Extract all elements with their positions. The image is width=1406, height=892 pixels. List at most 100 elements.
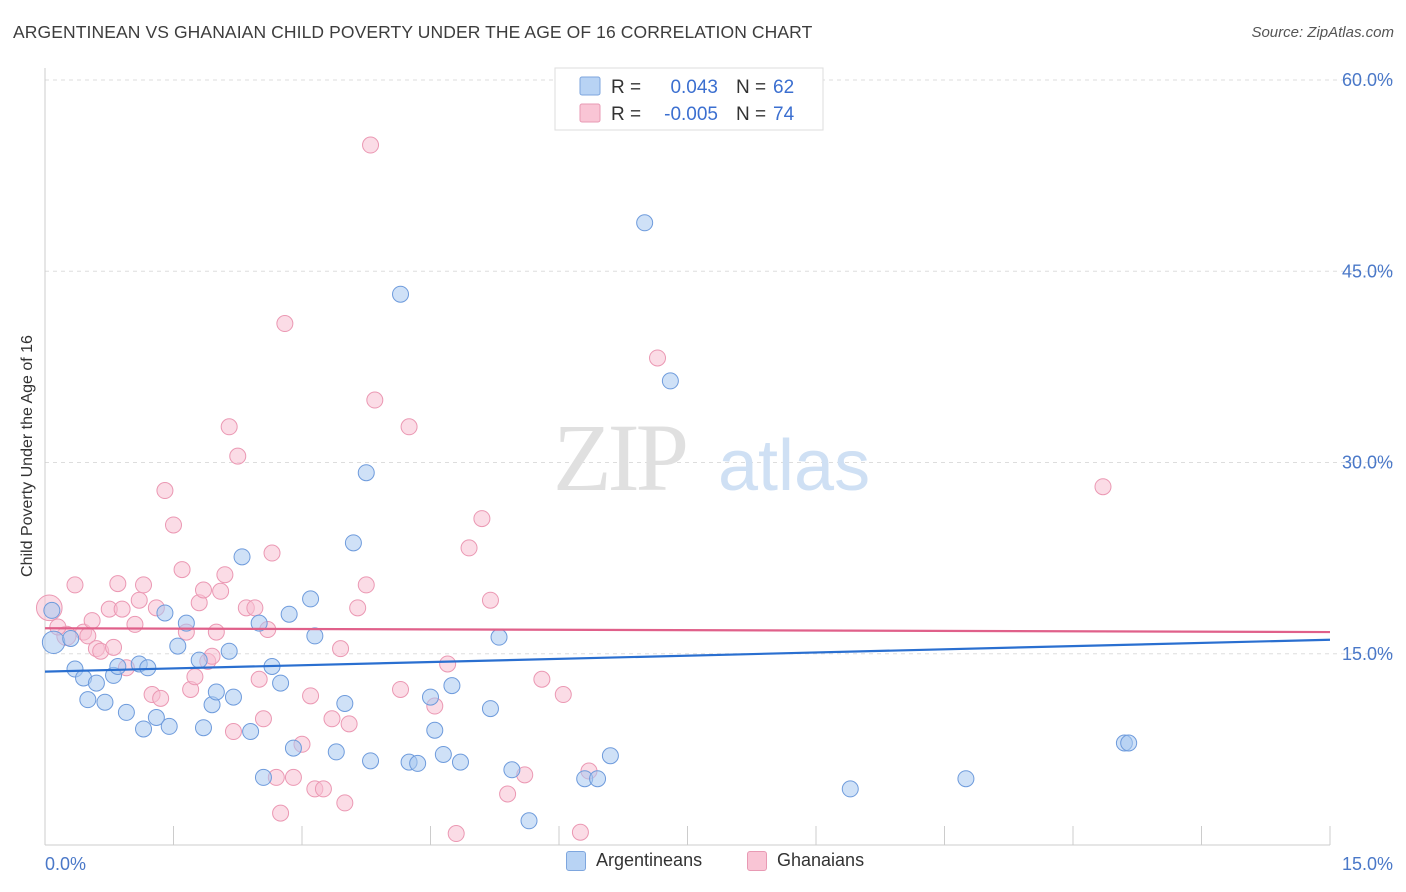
ghanaians-point[interactable]	[400, 418, 418, 436]
ghanaians-point[interactable]	[105, 638, 123, 656]
ghanaians-point[interactable]	[194, 581, 212, 599]
ghanaians-point[interactable]	[66, 576, 84, 594]
argentineans-point[interactable]	[284, 739, 302, 757]
ghanaians-point[interactable]	[263, 544, 281, 562]
argentineans-point[interactable]	[426, 721, 444, 739]
argentineans-point[interactable]	[422, 688, 439, 706]
argentineans-point[interactable]	[443, 677, 461, 695]
ghanaians-point[interactable]	[229, 447, 247, 465]
argentineans-point[interactable]	[589, 770, 607, 788]
ghanaians-point[interactable]	[533, 670, 551, 688]
ghanaians-point[interactable]	[392, 680, 410, 698]
argentineans-point[interactable]	[336, 694, 354, 712]
argentineans-point[interactable]	[280, 605, 298, 623]
ghanaians-point[interactable]	[207, 623, 225, 641]
ghanaians-point[interactable]	[126, 615, 144, 633]
argentineans-point[interactable]	[344, 534, 362, 552]
argentineans-point[interactable]	[254, 768, 272, 786]
ghanaians-point[interactable]	[113, 600, 131, 618]
argentineans-point[interactable]	[62, 629, 80, 647]
argentineans-point[interactable]	[117, 703, 135, 721]
argentineans-point[interactable]	[1120, 734, 1138, 752]
ghanaians-point[interactable]	[1094, 478, 1112, 496]
ghanaians-point[interactable]	[224, 723, 242, 741]
argentineans-point[interactable]	[147, 709, 165, 726]
argentineans-point[interactable]	[306, 627, 324, 645]
ghanaians-point[interactable]	[165, 516, 182, 534]
ghanaians-point[interactable]	[460, 539, 478, 557]
ghanaians-point[interactable]	[216, 566, 234, 584]
bottom-legend-argentineans[interactable]: Argentineans	[566, 850, 702, 871]
argentineans-point[interactable]	[357, 464, 375, 482]
ghanaians-point[interactable]	[473, 510, 491, 528]
argentineans-point[interactable]	[139, 659, 157, 677]
ghanaians-point[interactable]	[302, 687, 320, 705]
ghanaians-point[interactable]	[173, 561, 191, 579]
argentineans-point[interactable]	[362, 752, 380, 770]
ghanaians-point[interactable]	[276, 315, 294, 333]
argentineans-point[interactable]	[272, 674, 290, 692]
ghanaians-point[interactable]	[366, 391, 384, 409]
ghanaians-point[interactable]	[336, 794, 354, 812]
ghanaians-point[interactable]	[439, 655, 457, 673]
argentineans-point[interactable]	[87, 674, 105, 692]
argentineans-point[interactable]	[169, 637, 187, 655]
argentineans-point[interactable]	[451, 753, 469, 771]
argentineans-point[interactable]	[224, 688, 242, 706]
argentineans-point[interactable]	[43, 601, 61, 619]
argentineans-point[interactable]	[190, 651, 208, 669]
ghanaians-point[interactable]	[156, 482, 174, 500]
argentineans-point[interactable]	[250, 614, 268, 632]
argentineans-point[interactable]	[135, 720, 153, 738]
ghanaians-point[interactable]	[212, 582, 230, 600]
argentineans-point[interactable]	[490, 628, 508, 646]
ghanaians-point[interactable]	[571, 823, 589, 841]
ghanaians-point[interactable]	[272, 804, 290, 822]
ghanaians-point[interactable]	[349, 599, 367, 617]
argentineans-point[interactable]	[601, 747, 619, 765]
argentineans-point[interactable]	[481, 700, 499, 718]
ghanaians-point[interactable]	[314, 780, 332, 798]
ghanaians-point[interactable]	[284, 768, 302, 786]
ghanaians-point[interactable]	[481, 591, 499, 609]
ghanaians-point[interactable]	[83, 612, 101, 630]
ghanaians-point[interactable]	[109, 575, 127, 593]
argentineans-point[interactable]	[841, 780, 859, 798]
argentineans-point[interactable]	[96, 693, 114, 711]
argentineans-point[interactable]	[409, 754, 427, 772]
ghanaians-point[interactable]	[186, 668, 204, 686]
bottom-legend-ghanaians[interactable]: Ghanaians	[747, 850, 864, 871]
ghanaians-point[interactable]	[357, 576, 375, 594]
ghanaians-point[interactable]	[323, 710, 341, 728]
argentineans-point[interactable]	[957, 770, 975, 788]
ghanaians-point[interactable]	[332, 640, 350, 658]
argentineans-point[interactable]	[302, 590, 320, 608]
argentineans-point[interactable]	[177, 614, 195, 632]
ghanaians-point[interactable]	[130, 591, 148, 609]
ghanaians-point[interactable]	[246, 599, 264, 617]
argentineans-point[interactable]	[41, 630, 66, 654]
argentineans-point[interactable]	[233, 548, 251, 566]
argentineans-point[interactable]	[503, 761, 521, 779]
argentineans-point[interactable]	[220, 642, 238, 660]
argentineans-point[interactable]	[207, 683, 225, 701]
argentineans-point[interactable]	[520, 812, 538, 830]
argentineans-point[interactable]	[242, 723, 260, 741]
ghanaians-point[interactable]	[447, 825, 465, 843]
argentineans-point[interactable]	[79, 691, 97, 709]
ghanaians-point[interactable]	[254, 710, 272, 728]
argentineans-point[interactable]	[661, 372, 679, 390]
ghanaians-point[interactable]	[340, 715, 358, 733]
argentineans-point[interactable]	[636, 214, 654, 232]
ghanaians-point[interactable]	[152, 689, 170, 707]
argentineans-point[interactable]	[109, 658, 127, 675]
argentineans-point[interactable]	[160, 717, 178, 735]
ghanaians-point[interactable]	[220, 418, 238, 436]
argentineans-point[interactable]	[392, 285, 410, 303]
argentineans-point[interactable]	[434, 745, 452, 763]
argentineans-point[interactable]	[156, 604, 174, 622]
ghanaians-point[interactable]	[499, 785, 517, 803]
ghanaians-point[interactable]	[250, 670, 268, 688]
ghanaians-point[interactable]	[649, 349, 667, 367]
ghanaians-point[interactable]	[135, 576, 153, 594]
